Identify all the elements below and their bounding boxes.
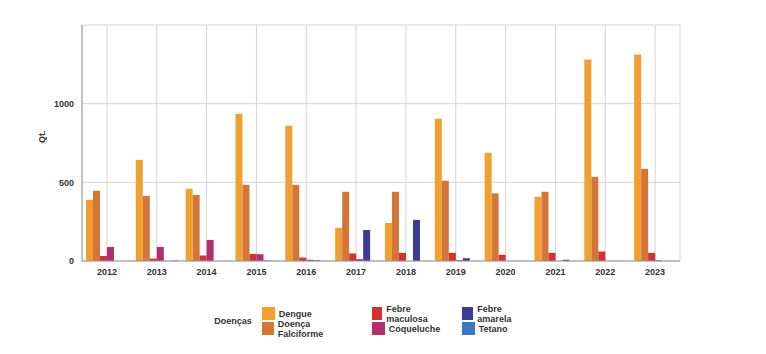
svg-text:2013: 2013 [147, 267, 167, 277]
svg-text:2016: 2016 [296, 267, 316, 277]
svg-text:Qt.: Qt. [37, 131, 47, 144]
svg-text:500: 500 [59, 178, 74, 188]
svg-text:1000: 1000 [54, 99, 74, 109]
svg-text:2014: 2014 [197, 267, 217, 277]
svg-text:2012: 2012 [97, 267, 117, 277]
svg-text:2021: 2021 [545, 267, 565, 277]
svg-text:2019: 2019 [446, 267, 466, 277]
html-text:Dengue: Dengue [278, 308, 312, 319]
svg-text:2018: 2018 [396, 267, 416, 277]
html-text:Doença Falciforme: Doença Falciforme [277, 318, 324, 339]
html-text:Doenças: Doenças [214, 316, 252, 326]
html-text:Coqueluche: Coqueluche [388, 323, 441, 334]
svg-text:2017: 2017 [346, 267, 366, 277]
html-text:Febre maculosa: Febre maculosa [386, 303, 428, 324]
svg-text:2020: 2020 [496, 267, 516, 277]
svg-text:0: 0 [69, 256, 74, 266]
svg-text:2015: 2015 [246, 267, 266, 277]
html-text:Tetano: Tetano [478, 323, 508, 334]
svg-text:2022: 2022 [595, 267, 615, 277]
html-text:Febre amarela: Febre amarela [477, 303, 512, 324]
svg-text:2023: 2023 [645, 267, 665, 277]
